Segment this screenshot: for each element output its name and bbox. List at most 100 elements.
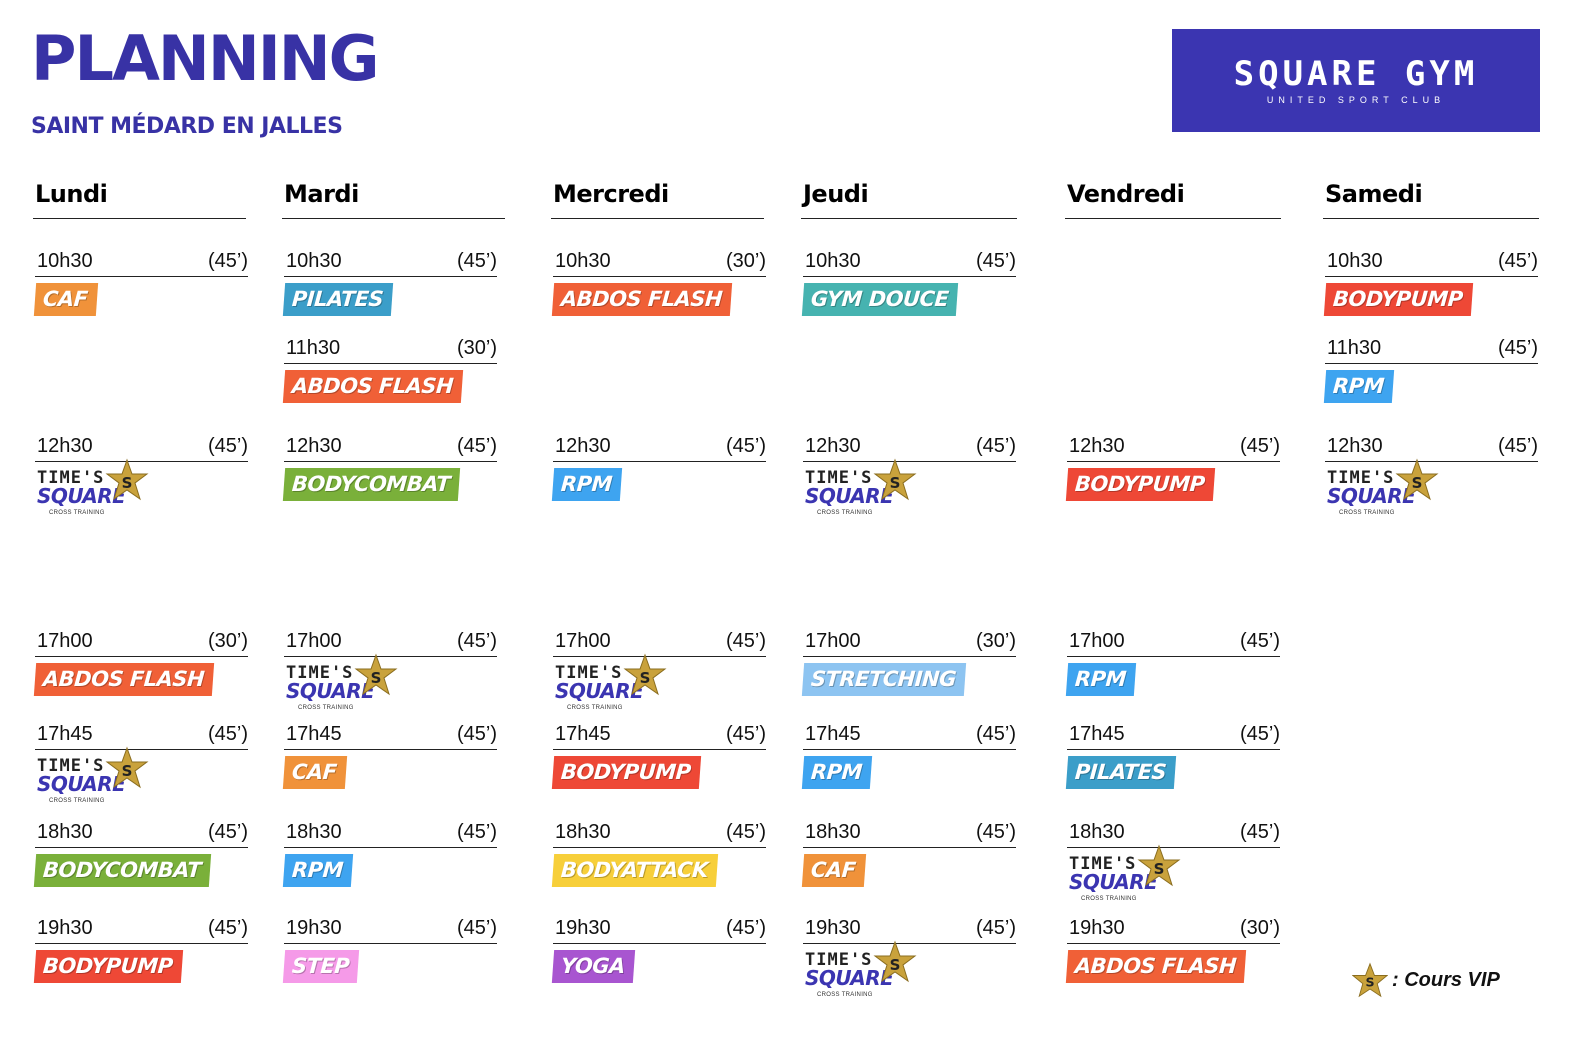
class-slot: 17h00 (45’) TIME'S SQUARE CROSS TRAINING S: [284, 627, 497, 715]
slot-header: 18h30 (45’): [1067, 818, 1280, 848]
slot-duration: (45’): [207, 917, 248, 939]
svg-text:S: S: [1154, 860, 1165, 878]
slot-header: 19h30 (30’): [1067, 914, 1280, 944]
slot-time: 17h00: [805, 630, 861, 652]
svg-text:S: S: [371, 669, 382, 687]
class-slot: 12h30 (45’) TIME'S SQUARE CROSS TRAINING S: [35, 432, 248, 520]
times-square-line3: CROSS TRAINING: [1339, 510, 1395, 516]
slot-time: 19h30: [555, 917, 611, 939]
slot-header: 12h30 (45’): [284, 432, 497, 462]
slot-duration: (45’): [1497, 337, 1538, 359]
times-square-line1: TIME'S: [286, 663, 354, 683]
slot-duration: (45’): [725, 435, 766, 457]
class-slot: 17h45 (45’) CAF: [282, 720, 497, 789]
times-square-logo: TIME'S SQUARE CROSS TRAINING S: [35, 458, 155, 520]
times-square-line1: TIME'S: [555, 663, 623, 683]
slot-header: 17h00 (30’): [803, 627, 1016, 657]
class-badge: BODYCOMBAT: [33, 854, 212, 887]
day-header-samedi: Samedi: [1323, 180, 1539, 219]
day-name: Mardi: [284, 180, 359, 208]
slot-duration: (45’): [1239, 723, 1280, 745]
times-square-line3: CROSS TRAINING: [567, 705, 623, 711]
slot-duration: (45’): [456, 250, 497, 272]
times-square-line2: SQUARE: [805, 966, 894, 990]
slot-time: 18h30: [1069, 821, 1125, 843]
class-slot: 17h00 (30’) STRETCHING: [801, 627, 1016, 696]
slot-header: 19h30 (45’): [284, 914, 497, 944]
slot-header: 17h45 (45’): [553, 720, 766, 750]
class-slot: 10h30 (45’) GYM DOUCE: [801, 247, 1016, 316]
slot-header: 19h30 (45’): [803, 914, 1016, 944]
slot-duration: (45’): [975, 723, 1016, 745]
class-badge: CAF: [33, 283, 98, 316]
class-badge: CAF: [801, 854, 866, 887]
class-badge: STEP: [282, 950, 360, 983]
times-square-line2: SQUARE: [37, 484, 126, 508]
page-title: PLANNING: [31, 22, 380, 95]
times-square-line3: CROSS TRAINING: [49, 798, 105, 804]
svg-text:S: S: [122, 474, 133, 492]
class-badge: ABDOS FLASH: [1065, 950, 1247, 983]
times-square-line2: SQUARE: [805, 484, 894, 508]
times-square-line1: TIME'S: [805, 468, 873, 488]
slot-header: 17h45 (45’): [1067, 720, 1280, 750]
class-slot: 17h45 (45’) RPM: [801, 720, 1016, 789]
slot-time: 10h30: [805, 250, 861, 272]
class-badge: CAF: [282, 756, 347, 789]
day-header-mercredi: Mercredi: [551, 180, 764, 219]
class-badge: GYM DOUCE: [801, 283, 959, 316]
class-slot: 19h30 (30’) ABDOS FLASH: [1065, 914, 1280, 983]
slot-time: 17h00: [1069, 630, 1125, 652]
slot-header: 10h30 (45’): [35, 247, 248, 277]
times-square-line2: SQUARE: [286, 679, 375, 703]
svg-text:S: S: [1412, 474, 1423, 492]
class-slot: 12h30 (45’) RPM: [551, 432, 766, 501]
svg-text:S: S: [890, 474, 901, 492]
slot-header: 18h30 (45’): [553, 818, 766, 848]
times-square-line2: SQUARE: [1069, 870, 1158, 894]
class-badge: BODYPUMP: [1065, 468, 1215, 501]
class-slot: 10h30 (45’) BODYPUMP: [1323, 247, 1538, 316]
class-slot: 10h30 (30’) ABDOS FLASH: [551, 247, 766, 316]
class-badge: PILATES: [1065, 756, 1177, 789]
star-icon: S: [1395, 458, 1439, 501]
slot-header: 10h30 (45’): [803, 247, 1016, 277]
slot-header: 19h30 (45’): [553, 914, 766, 944]
slot-duration: (45’): [1497, 435, 1538, 457]
slot-header: 17h00 (45’): [553, 627, 766, 657]
class-slot: 10h30 (45’) CAF: [33, 247, 248, 316]
legend: S : Cours VIP: [1352, 962, 1500, 998]
slot-time: 10h30: [555, 250, 611, 272]
class-badge: RPM: [1065, 663, 1137, 696]
times-square-line2: SQUARE: [1327, 484, 1416, 508]
slot-time: 19h30: [37, 917, 93, 939]
slot-time: 17h45: [1069, 723, 1125, 745]
class-badge: RPM: [1323, 370, 1395, 403]
slot-duration: (45’): [207, 723, 248, 745]
class-slot: 19h30 (45’) TIME'S SQUARE CROSS TRAINING S: [803, 914, 1016, 1002]
times-square-line3: CROSS TRAINING: [1081, 896, 1137, 902]
slot-duration: (45’): [1239, 630, 1280, 652]
slot-time: 12h30: [1327, 435, 1383, 457]
slot-header: 10h30 (45’): [1325, 247, 1538, 277]
slot-duration: (45’): [975, 821, 1016, 843]
class-slot: 18h30 (45’) TIME'S SQUARE CROSS TRAINING S: [1067, 818, 1280, 906]
slot-header: 17h00 (45’): [1067, 627, 1280, 657]
times-square-line3: CROSS TRAINING: [817, 992, 873, 998]
class-slot: 18h30 (45’) BODYATTACK: [551, 818, 766, 887]
day-name: Vendredi: [1067, 180, 1185, 208]
star-icon: S: [1137, 844, 1181, 887]
slot-duration: (30’): [725, 250, 766, 272]
slot-duration: (30’): [207, 630, 248, 652]
class-slot: 17h45 (45’) BODYPUMP: [551, 720, 766, 789]
star-icon: S: [623, 653, 667, 696]
slot-header: 12h30 (45’): [1067, 432, 1280, 462]
class-badge: RPM: [551, 468, 623, 501]
slot-time: 19h30: [1069, 917, 1125, 939]
star-icon: S: [105, 746, 149, 789]
slot-header: 17h00 (30’): [35, 627, 248, 657]
class-slot: 17h45 (45’) TIME'S SQUARE CROSS TRAINING S: [35, 720, 248, 808]
square-gym-logo: SQUARE GYM UNITED SPORT CLUB: [1172, 29, 1540, 132]
slot-header: 10h30 (30’): [553, 247, 766, 277]
slot-duration: (45’): [975, 917, 1016, 939]
